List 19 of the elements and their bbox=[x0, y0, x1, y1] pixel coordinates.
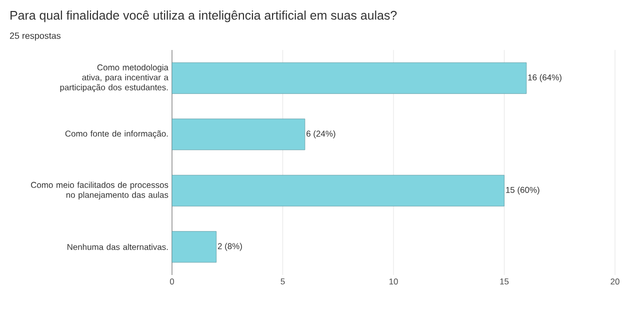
bar bbox=[172, 62, 527, 94]
bar bbox=[172, 118, 306, 150]
y-tick-label: Como fonte de informação. bbox=[65, 130, 168, 138]
x-tick-label: 0 bbox=[170, 278, 174, 285]
bar bbox=[172, 174, 504, 206]
x-tick-label: 5 bbox=[280, 278, 285, 284]
x-tick-label: 10 bbox=[389, 278, 398, 285]
data-label: 2 (8%) bbox=[218, 242, 242, 251]
data-label: 15 (60%) bbox=[506, 186, 540, 195]
data-label: 16 (64%) bbox=[528, 74, 562, 82]
chart-title: Para qual finalidade você utiliza a inteligência artificial em suas aulas? bbox=[10, 10, 397, 22]
x-tick-label: 20 bbox=[610, 278, 620, 285]
y-tick-label: Nenhuma das alternativas. bbox=[68, 244, 168, 250]
y-tick-label: Como meio facilitados de processos no planejamento das aulas bbox=[31, 182, 168, 200]
y-tick-label: Como metodologia ativa, para incentivar a participação dos estudantes. bbox=[60, 64, 168, 92]
text: 25 respostas bbox=[10, 32, 61, 41]
x-tick-label: 15 bbox=[500, 278, 509, 284]
data-label: 6 (24%) bbox=[306, 130, 336, 138]
bar bbox=[172, 231, 217, 263]
